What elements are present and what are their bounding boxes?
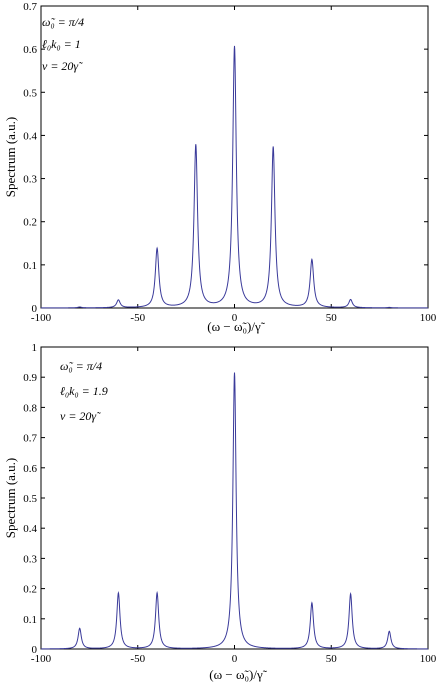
y-tick-label: 0.7 xyxy=(23,433,37,445)
y-tick-label: 0.7 xyxy=(23,1,37,13)
annotation-bottom-3: ν = 20γ̃ xyxy=(60,409,101,423)
y-tick-label: 1 xyxy=(32,342,38,354)
x-tick-label: 50 xyxy=(326,653,338,665)
x-tick-label: 100 xyxy=(420,653,436,665)
y-tick-label: 0 xyxy=(32,644,38,656)
ylabel-bottom: Spectrum (a.u.) xyxy=(3,458,18,539)
annotation-top-2: ℓ₀k₀ = 1 xyxy=(42,37,81,51)
x-tick-label: -100 xyxy=(31,653,52,665)
ylabel-top: Spectrum (a.u.) xyxy=(3,117,18,198)
top-chart: Spectrum (a.u.) (ω − ω̃₀)/γ̃ ω̃₀ = π/4 ℓ… xyxy=(3,1,436,334)
annotation-top-1: ω̃₀ = π/4 xyxy=(42,15,84,29)
annotation-bottom-2: ℓ₀k₀ = 1.9 xyxy=(60,384,108,398)
xlabel-bottom: (ω − ω̃₀)/γ̃ xyxy=(209,667,267,682)
spectrum-line xyxy=(40,372,428,650)
annotation-top-3: ν = 20γ̃ xyxy=(42,59,83,73)
y-tick-label: 0.4 xyxy=(23,130,37,142)
y-tick-label: 0.6 xyxy=(23,463,37,475)
y-tick-label: 0.1 xyxy=(23,260,37,272)
x-tick-label: 100 xyxy=(420,312,436,324)
bottom-chart: Spectrum (a.u.) (ω − ω̃₀)/γ̃ ω̃₀ = π/4 ℓ… xyxy=(3,342,436,682)
x-tick-label: 50 xyxy=(326,312,338,324)
y-tick-label: 0.2 xyxy=(23,217,37,229)
spectrum-line xyxy=(41,45,428,309)
x-tick-label: -100 xyxy=(31,312,52,324)
y-tick-label: 0.8 xyxy=(23,402,37,414)
y-tick-label: 0.9 xyxy=(23,372,37,384)
y-tick-label: 0.5 xyxy=(23,87,37,99)
y-tick-label: 0.3 xyxy=(23,174,37,186)
y-tick-label: 0.5 xyxy=(23,493,37,505)
y-tick-label: 0.3 xyxy=(23,553,37,565)
y-tick-label: 0 xyxy=(32,303,38,315)
y-tick-label: 0.1 xyxy=(23,614,37,626)
y-tick-label: 0.4 xyxy=(23,523,37,535)
x-tick-label: -50 xyxy=(130,312,145,324)
annotation-bottom-1: ω̃₀ = π/4 xyxy=(60,359,102,373)
x-tick-label: -50 xyxy=(130,653,145,665)
y-tick-label: 0.2 xyxy=(23,584,37,596)
y-tick-label: 0.6 xyxy=(23,44,37,56)
x-tick-label: 0 xyxy=(232,653,238,665)
xlabel-top: (ω − ω̃₀)/γ̃ xyxy=(207,319,265,334)
x-tick-label: 0 xyxy=(232,312,238,324)
